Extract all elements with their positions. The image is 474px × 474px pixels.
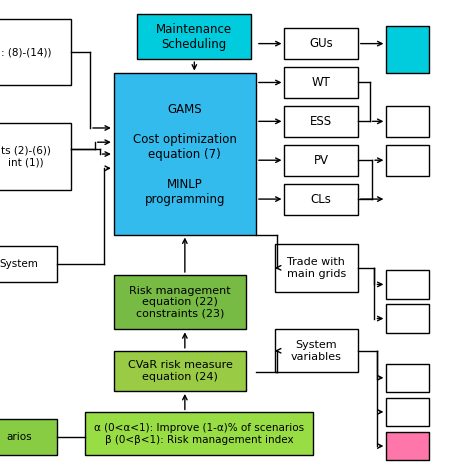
Text: Trade with
main grids: Trade with main grids	[287, 257, 346, 279]
FancyBboxPatch shape	[0, 419, 57, 455]
FancyBboxPatch shape	[386, 145, 429, 176]
Text: arios: arios	[6, 432, 32, 442]
FancyBboxPatch shape	[284, 28, 358, 59]
FancyBboxPatch shape	[386, 364, 429, 392]
FancyBboxPatch shape	[114, 275, 246, 329]
FancyBboxPatch shape	[386, 26, 429, 73]
Text: Maintenance
Scheduling: Maintenance Scheduling	[156, 23, 232, 51]
Text: System
variables: System variables	[291, 340, 342, 362]
Text: GUs: GUs	[309, 37, 333, 50]
FancyBboxPatch shape	[137, 14, 251, 59]
Text: GAMS

Cost optimization
equation (7)

MINLP
programming: GAMS Cost optimization equation (7) MINL…	[133, 102, 237, 206]
Text: ts (2)-(6))
int (1)): ts (2)-(6)) int (1))	[1, 146, 51, 167]
Text: PV: PV	[314, 154, 328, 167]
Text: CLs: CLs	[310, 193, 332, 206]
FancyBboxPatch shape	[386, 270, 429, 299]
FancyBboxPatch shape	[114, 73, 256, 235]
Text: α (0<α<1): Improve (1-α)% of scenarios
β (0<β<1): Risk management index: α (0<α<1): Improve (1-α)% of scenarios β…	[94, 423, 304, 445]
FancyBboxPatch shape	[284, 67, 358, 98]
FancyBboxPatch shape	[284, 145, 358, 176]
FancyBboxPatch shape	[85, 412, 313, 455]
FancyBboxPatch shape	[386, 106, 429, 137]
FancyBboxPatch shape	[0, 19, 71, 85]
FancyBboxPatch shape	[386, 432, 429, 460]
FancyBboxPatch shape	[114, 351, 246, 391]
FancyBboxPatch shape	[284, 106, 358, 137]
Text: : (8)-(14)): : (8)-(14))	[1, 47, 51, 57]
Text: System: System	[0, 259, 38, 269]
Text: CVaR risk measure
equation (24): CVaR risk measure equation (24)	[128, 360, 233, 382]
FancyBboxPatch shape	[0, 123, 71, 190]
FancyBboxPatch shape	[386, 398, 429, 426]
FancyBboxPatch shape	[284, 184, 358, 215]
Text: WT: WT	[312, 76, 330, 89]
FancyBboxPatch shape	[275, 244, 358, 292]
FancyBboxPatch shape	[275, 329, 358, 372]
Text: Risk management
equation (22)
constraints (23): Risk management equation (22) constraint…	[129, 285, 231, 319]
FancyBboxPatch shape	[386, 304, 429, 333]
Text: ESS: ESS	[310, 115, 332, 128]
FancyBboxPatch shape	[0, 246, 57, 282]
